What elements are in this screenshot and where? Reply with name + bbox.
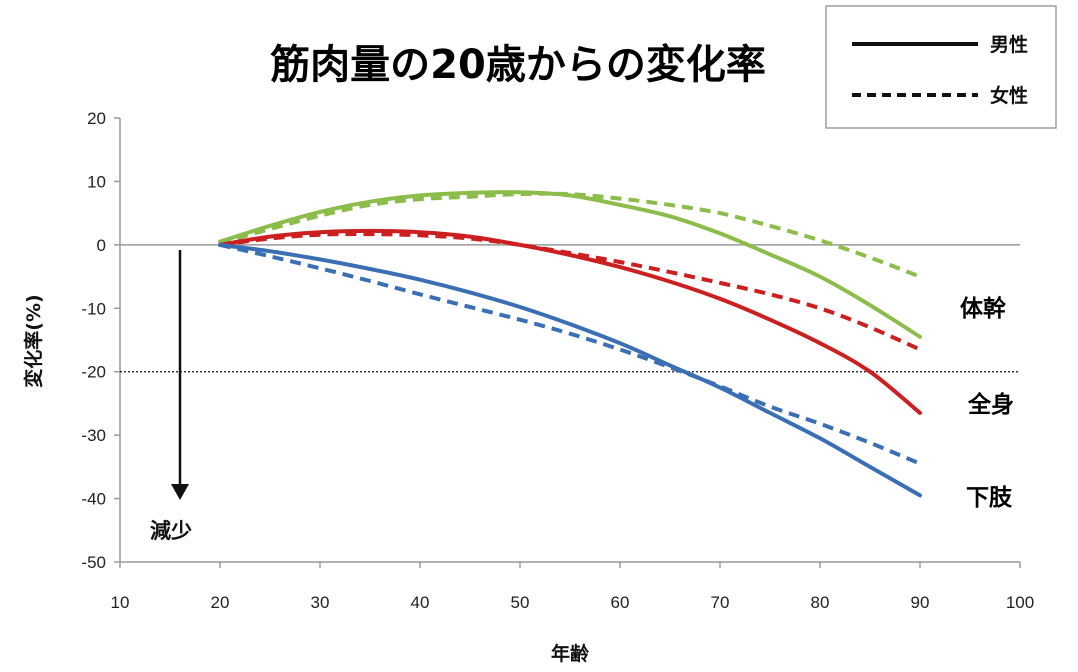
decrease-annotation: 減少 (150, 250, 192, 543)
y-tick-label: 10 (87, 172, 106, 191)
y-tick-label: 20 (87, 109, 106, 128)
x-tick-label: 50 (511, 593, 530, 612)
series-label-trunk: 体幹 (960, 295, 1007, 322)
series-line-lower-limb-female (219, 242, 921, 466)
x-tick-label: 40 (411, 593, 430, 612)
x-tick-label: 70 (711, 593, 730, 612)
series-layer (218, 190, 922, 498)
x-tick-label: 60 (611, 593, 630, 612)
series-line-trunk-male (218, 190, 922, 339)
down-arrow-icon (171, 484, 189, 500)
x-tick-label: 80 (811, 593, 830, 612)
y-tick-label: -30 (81, 426, 106, 445)
x-tick-label: 90 (911, 593, 930, 612)
series-label-lower-limb: 下肢 (966, 485, 1013, 511)
annotation-label: 減少 (150, 519, 192, 543)
series-label-whole-body: 全身 (967, 391, 1014, 418)
series-line-whole-body-female (219, 232, 921, 352)
legend-label-female: 女性 (990, 84, 1028, 107)
series-line-trunk-female (219, 191, 921, 279)
x-axis-label: 年齢 (551, 642, 590, 665)
legend-frame (825, 5, 1057, 129)
legend-box: 男性 女性 (825, 5, 1057, 129)
axes (119, 118, 1020, 563)
y-tick-label: 0 (97, 236, 106, 255)
x-tick-label: 100 (1006, 593, 1034, 612)
x-tick-label: 10 (111, 593, 130, 612)
x-tick-label: 30 (311, 593, 330, 612)
series-line-whole-body-male (218, 228, 922, 415)
y-axis-label: 変化率(%) (22, 294, 45, 387)
chart-title: 筋肉量の20歳からの変化率 (270, 42, 766, 88)
y-tick-label: -40 (81, 490, 106, 509)
legend-label-male: 男性 (990, 33, 1028, 56)
y-tick-label: -10 (81, 299, 106, 318)
series-line-lower-limb-male (218, 242, 922, 498)
x-tick-label: 20 (211, 593, 230, 612)
y-tick-label: -20 (81, 363, 106, 382)
y-tick-label: -50 (81, 553, 106, 572)
